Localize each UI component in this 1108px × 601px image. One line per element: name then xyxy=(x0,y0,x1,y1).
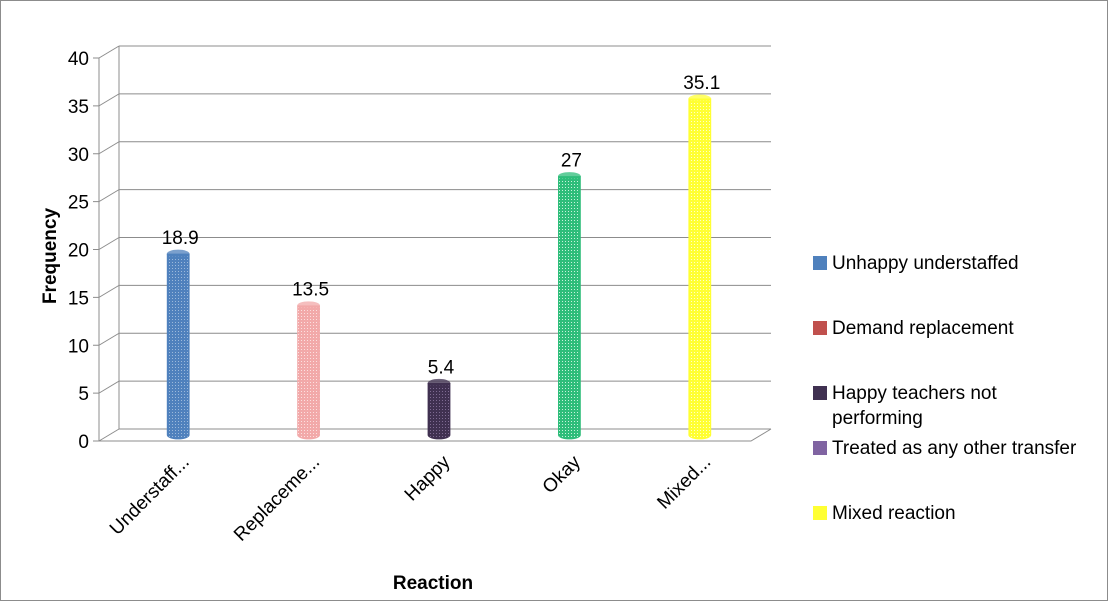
data-label: 27 xyxy=(561,150,582,171)
bars xyxy=(166,94,712,440)
bar-body xyxy=(427,382,451,440)
gridlines xyxy=(98,45,771,442)
bar-body xyxy=(297,305,320,440)
legend-swatch xyxy=(813,386,827,400)
y-tick-label: 40 xyxy=(68,49,89,70)
legend-swatch xyxy=(813,441,827,455)
gridline-side xyxy=(98,237,120,250)
gridline-side xyxy=(98,332,120,346)
legend-label: Treated as any other transfer xyxy=(832,438,1077,459)
legend-label: Demand replacement xyxy=(832,318,1014,339)
legend-item: Demand replacement xyxy=(813,316,1092,341)
bar xyxy=(558,172,581,440)
x-tick-label: Replaceme... xyxy=(230,452,324,546)
y-axis: 0 5 10 15 20 25 30 35 40 xyxy=(68,49,772,453)
bar-top xyxy=(688,94,712,104)
y-tick-label: 30 xyxy=(68,145,89,166)
y-tick-label: 0 xyxy=(78,432,89,453)
legend-label: Happy teachers not performing xyxy=(832,383,997,429)
data-labels: 18.9 13.5 5.4 27 35.1 xyxy=(162,73,721,378)
legend-item: Happy teachers not performing xyxy=(813,381,1092,431)
y-tick-label: 5 xyxy=(78,384,89,405)
x-tick-label: Happy xyxy=(401,451,455,505)
x-axis-title: Reaction xyxy=(393,573,473,594)
data-label: 5.4 xyxy=(428,357,455,378)
legend-swatch xyxy=(813,256,827,270)
gridline-side xyxy=(98,189,120,203)
bar xyxy=(166,249,190,440)
legend-swatch xyxy=(813,506,827,520)
floor-edge xyxy=(99,428,772,442)
bar-top xyxy=(297,301,321,311)
gridline-side xyxy=(98,380,120,394)
data-label: 18.9 xyxy=(162,228,199,249)
gridline-side xyxy=(98,428,120,442)
bar-body xyxy=(688,98,712,440)
y-tick-label: 15 xyxy=(68,288,89,309)
legend-label: Unhappy understaffed xyxy=(832,253,1019,274)
bar xyxy=(297,301,321,440)
bar-top xyxy=(558,172,581,181)
y-tick-label: 10 xyxy=(68,336,89,357)
gridline-side xyxy=(98,141,120,155)
x-tick-label: Mixed... xyxy=(653,452,715,514)
data-label: 35.1 xyxy=(683,73,720,94)
bar xyxy=(427,378,451,440)
bar-top xyxy=(427,378,451,388)
y-tick-label: 20 xyxy=(68,241,89,262)
bar-body xyxy=(558,176,581,440)
y-tick-label: 25 xyxy=(68,193,89,214)
x-tick-label: Okay xyxy=(539,451,586,498)
data-label: 13.5 xyxy=(292,280,329,301)
y-axis-title: Frequency xyxy=(40,208,61,305)
y-tick-label: 35 xyxy=(68,97,89,118)
legend-swatch xyxy=(813,321,827,335)
bar xyxy=(688,94,712,440)
legend-item: Treated as any other transfer xyxy=(813,436,1092,461)
legend-item: Mixed reaction xyxy=(813,501,1092,526)
gridline-side xyxy=(98,284,120,298)
x-tick-label: Understaff... xyxy=(106,452,194,540)
x-axis-categories: Understaff... Replaceme... Happy Okay Mixed.… xyxy=(106,451,715,545)
gridline-side xyxy=(98,45,120,59)
legend-item: Unhappy understaffed xyxy=(813,251,1092,276)
bar-top xyxy=(166,249,190,259)
gridline-side xyxy=(98,93,120,107)
bar-body xyxy=(166,253,190,440)
legend-label: Mixed reaction xyxy=(832,503,956,524)
